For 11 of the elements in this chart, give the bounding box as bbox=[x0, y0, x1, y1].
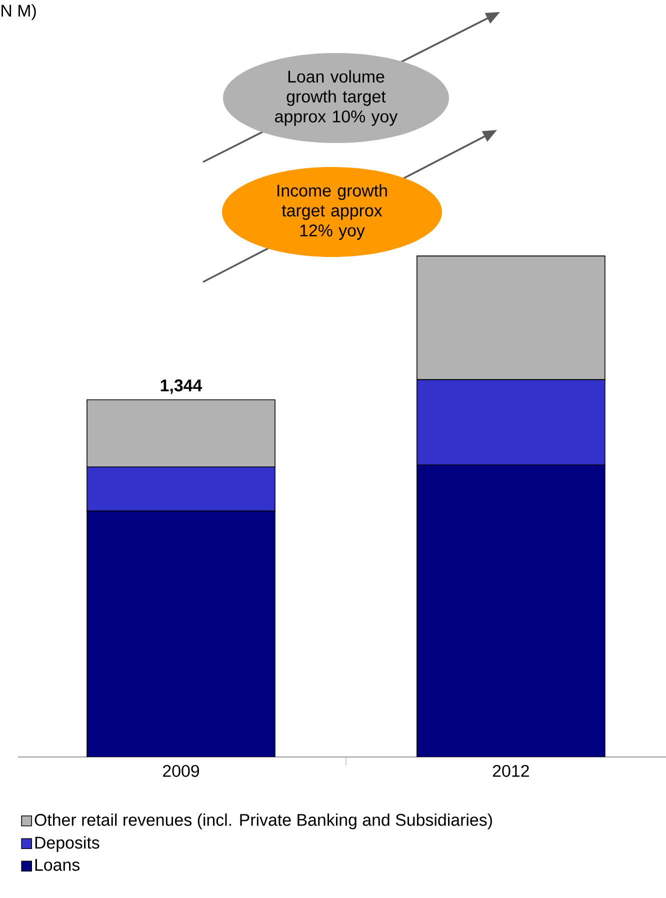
text: Loan volume growth target approx 10% yoy bbox=[275, 70, 398, 126]
bar bbox=[416, 464, 606, 757]
x-tick-label: 2012 bbox=[492, 764, 529, 777]
bar bbox=[86, 510, 276, 757]
legend-label: Other retail revenues (incl. Private Banking and Subsidiaries) bbox=[34, 813, 492, 830]
legend-label: Loans bbox=[35, 859, 80, 871]
x-tick-label: 2009 bbox=[163, 764, 200, 777]
text: Income growth target approx 12% yoy bbox=[278, 184, 387, 240]
annotation: 1,344 bbox=[160, 379, 202, 394]
legend-label: Deposits bbox=[35, 836, 100, 852]
chart-title: N M) bbox=[2, 4, 36, 20]
